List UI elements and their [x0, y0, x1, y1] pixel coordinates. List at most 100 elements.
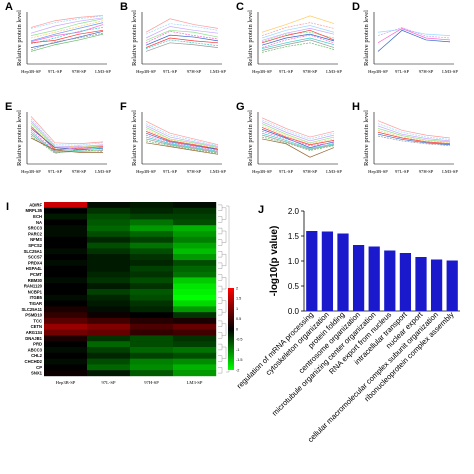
heatmap-cell — [44, 225, 88, 232]
heatmap-cell — [173, 323, 217, 330]
x-tick-label: LM3-SP — [210, 69, 226, 74]
colorbar-tick: 0 — [236, 327, 238, 331]
heatmap-cell — [87, 260, 131, 266]
heatmap-column-label: 97H-SP — [144, 380, 159, 385]
x-tick-label: 97L-SP — [395, 169, 409, 174]
heatmap-cell — [173, 347, 217, 353]
heatmap-cell — [87, 352, 131, 359]
series-line — [145, 39, 219, 49]
panel-letter: C — [236, 1, 244, 13]
x-tick-label: LM3-SP — [326, 169, 342, 174]
heatmap-cell — [173, 312, 217, 319]
panel-letter: A — [5, 1, 13, 13]
heatmap-cell — [87, 202, 131, 208]
x-tick-label: LM3-SP — [95, 69, 111, 74]
heatmap-cell — [87, 248, 131, 255]
y-tick-label: 0.5 — [288, 282, 300, 291]
series-line — [145, 138, 219, 153]
heatmap-column-label: LM3-SP — [187, 380, 203, 385]
series-line — [145, 30, 219, 44]
heatmap-cell — [87, 335, 131, 342]
heatmap-cell — [173, 329, 217, 336]
heatmap-cell — [130, 352, 174, 359]
x-tick-label: 97L-SP — [48, 69, 62, 74]
series-line — [145, 29, 219, 41]
series-line — [30, 124, 104, 149]
panel-i: I ADIRFMRPL35ECHNASRCC3PARC2NFMSSPCS2SLC2… — [6, 201, 243, 385]
x-tick-label: 97H-SP — [419, 169, 434, 174]
heatmap-row-label: PSMD10 — [25, 313, 42, 318]
heatmap-row-label: DNAJB1 — [25, 336, 42, 341]
heatmap-row-label: ARG134 — [26, 330, 43, 335]
heatmap-cell — [173, 225, 217, 232]
series-line — [30, 33, 104, 52]
x-tick-label: LM3-SP — [442, 169, 458, 174]
bar — [446, 260, 458, 311]
heatmap-cell — [173, 335, 217, 342]
series-line — [30, 18, 104, 36]
y-tick-label: 1.5 — [288, 232, 300, 241]
heatmap-cell — [130, 318, 174, 324]
panel-letter: J — [258, 204, 264, 216]
heatmap-cell — [130, 254, 174, 261]
heatmap-cell — [87, 294, 131, 301]
heatmap-cell — [173, 248, 217, 255]
y-tick-label: 2.0 — [288, 207, 300, 216]
heatmap-cell — [87, 358, 131, 365]
series-line — [30, 27, 104, 45]
heatmap-cell — [173, 283, 217, 290]
bar — [321, 231, 334, 311]
heatmap-cell — [130, 283, 174, 290]
heatmap-row-label: MRPL35 — [25, 208, 42, 213]
heatmap-cell — [44, 277, 88, 284]
series-line — [261, 22, 335, 36]
series-line — [377, 125, 451, 142]
x-tick-label: 97L-SP — [279, 69, 293, 74]
series-line — [377, 129, 451, 144]
heatmap-cell — [44, 329, 88, 336]
series-line — [377, 123, 451, 140]
y-axis-label: Relative protein level — [16, 10, 23, 66]
series-line — [261, 127, 335, 146]
heatmap-cell — [44, 370, 88, 377]
heatmap-cell — [44, 236, 88, 243]
heatmap-cell — [130, 341, 174, 348]
series-line — [145, 34, 219, 46]
series-line — [145, 26, 219, 39]
heatmap-row-label: CETN — [31, 324, 42, 329]
heatmap-cell — [44, 242, 88, 249]
heatmap-cell — [87, 283, 131, 290]
heatmap-cell — [87, 213, 131, 220]
heatmap-cell — [130, 236, 174, 243]
heatmap-row-label: CP — [36, 365, 42, 370]
series-line — [377, 28, 451, 44]
heatmap-cell — [173, 202, 217, 208]
series-line — [377, 29, 451, 52]
series-line — [30, 137, 103, 153]
x-tick-label: 97L-SP — [279, 169, 293, 174]
series-line — [145, 136, 219, 152]
series-line — [261, 29, 335, 44]
colorbar-tick: -2 — [236, 368, 239, 372]
heatmap-cell — [173, 289, 217, 295]
series-line — [145, 123, 219, 147]
series-line — [261, 132, 335, 149]
series-line — [377, 29, 451, 36]
heatmap-cell — [130, 225, 174, 232]
heatmap-cell — [44, 341, 88, 348]
heatmap-cell — [173, 352, 217, 359]
heatmap-cell — [44, 352, 88, 359]
y-axis-label: Relative protein level — [131, 10, 138, 66]
x-tick-label: Hep3B-SP — [136, 169, 156, 174]
heatmap-cell — [44, 300, 88, 307]
heatmap-cell — [130, 207, 174, 214]
colorbar-tick: 2 — [236, 286, 238, 290]
heatmap-cell — [87, 341, 131, 348]
heatmap-cell — [130, 312, 174, 319]
series-line — [261, 42, 335, 53]
heatmap-cell — [87, 318, 131, 324]
panel-letter: G — [236, 101, 245, 113]
series-line — [30, 24, 104, 43]
